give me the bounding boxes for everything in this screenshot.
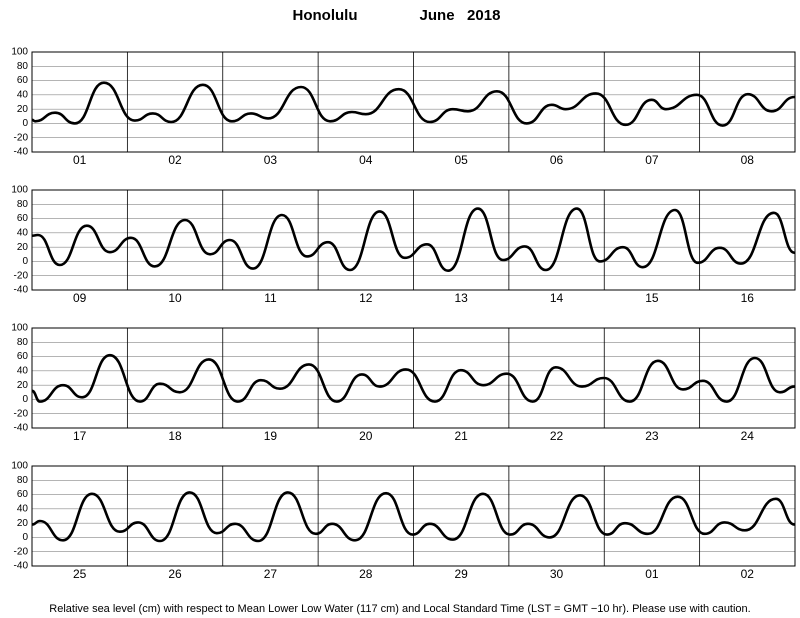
plot-frame [31, 327, 796, 429]
day-label: 13 [455, 291, 469, 305]
day-label: 12 [359, 291, 373, 305]
y-tick-label: 100 [11, 185, 28, 196]
day-label: 02 [168, 153, 182, 167]
day-label: 25 [73, 567, 87, 581]
plot [32, 353, 795, 403]
y-tick-label: -20 [14, 546, 29, 557]
day-label: 21 [455, 429, 469, 443]
y-tick-label: 0 [22, 394, 28, 405]
footnote: Relative sea level (cm) with respect to … [49, 603, 750, 615]
plot-frame [31, 189, 796, 291]
y-tick-label: 100 [11, 461, 28, 472]
y-tick-label: -40 [14, 285, 29, 296]
y-tick-label: -40 [14, 423, 29, 434]
day-label: 23 [645, 429, 659, 443]
title-period: June 2018 [420, 7, 501, 24]
plot [32, 207, 795, 273]
y-tick-label: 0 [22, 118, 28, 129]
y-tick-label: -20 [14, 132, 29, 143]
day-label: 18 [168, 429, 182, 443]
day-label: 08 [741, 153, 755, 167]
plot-frame [31, 465, 796, 567]
day-label: 05 [455, 153, 469, 167]
day-label: 19 [264, 429, 278, 443]
day-label: 04 [359, 153, 373, 167]
day-label: 09 [73, 291, 87, 305]
y-tick-label: 60 [17, 75, 29, 86]
day-label: 02 [741, 567, 755, 581]
y-tick-label: 0 [22, 532, 28, 543]
y-tick-label: 60 [17, 489, 29, 500]
day-label: 01 [645, 567, 659, 581]
tide-line [32, 207, 795, 273]
day-label: 10 [168, 291, 182, 305]
day-label: 20 [359, 429, 373, 443]
y-tick-label: 40 [17, 503, 29, 514]
day-label: 27 [264, 567, 278, 581]
plot-frame [31, 51, 796, 153]
plot [32, 81, 795, 127]
day-label: 01 [73, 153, 87, 167]
y-tick-label: 40 [17, 227, 29, 238]
day-label: 11 [264, 291, 277, 305]
y-tick-label: 0 [22, 256, 28, 267]
day-label: 30 [550, 567, 564, 581]
y-tick-label: 20 [17, 518, 29, 529]
y-tick-label: 80 [17, 61, 29, 72]
day-label: 22 [550, 429, 564, 443]
day-label: 07 [645, 153, 659, 167]
y-tick-label: 80 [17, 199, 29, 210]
y-tick-label: -20 [14, 408, 29, 419]
day-label: 26 [168, 567, 182, 581]
y-tick-label: 20 [17, 380, 29, 391]
y-tick-label: 20 [17, 104, 29, 115]
day-label: 14 [550, 291, 564, 305]
day-label: 24 [741, 429, 755, 443]
day-label: 28 [359, 567, 373, 581]
y-tick-label: 60 [17, 213, 29, 224]
y-tick-label: 100 [11, 47, 28, 58]
day-label: 03 [264, 153, 278, 167]
day-label: 29 [455, 567, 469, 581]
y-tick-label: 40 [17, 365, 29, 376]
y-tick-label: 20 [17, 242, 29, 253]
tide-line [32, 353, 795, 403]
day-label: 15 [645, 291, 659, 305]
tide-line [32, 81, 795, 127]
title-place: Honolulu [293, 7, 358, 24]
y-tick-label: -20 [14, 270, 29, 281]
y-tick-label: 80 [17, 337, 29, 348]
day-label: 17 [73, 429, 87, 443]
y-tick-label: -40 [14, 147, 29, 158]
day-label: 06 [550, 153, 564, 167]
y-tick-label: 60 [17, 351, 29, 362]
y-tick-label: -40 [14, 561, 29, 572]
plot [32, 491, 795, 543]
y-tick-label: 40 [17, 89, 29, 100]
tide-line [32, 491, 795, 543]
day-label: 16 [741, 291, 755, 305]
y-tick-label: 100 [11, 323, 28, 334]
y-tick-label: 80 [17, 475, 29, 486]
